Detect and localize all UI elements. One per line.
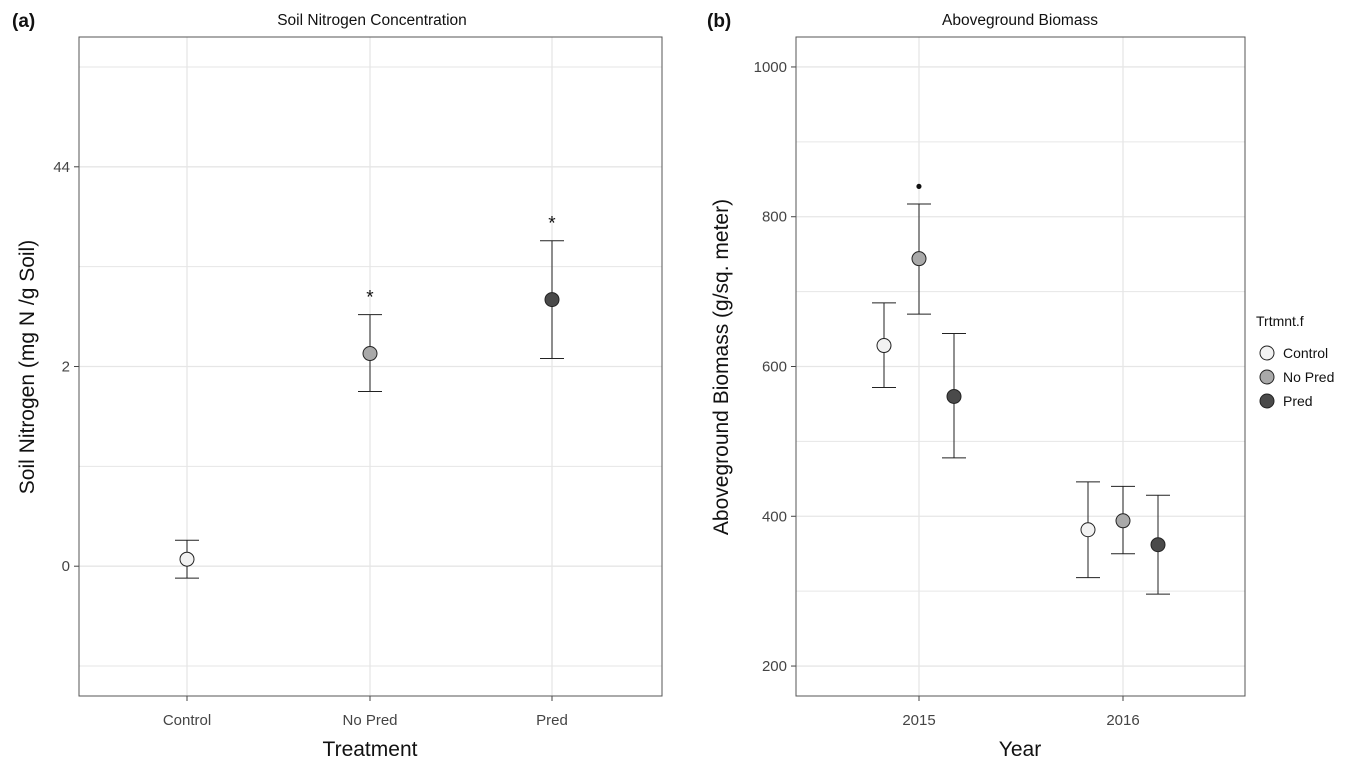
panel-a-x-tick-label: Pred [536, 712, 568, 729]
panel-b-y-tick-label: 600 [762, 359, 787, 376]
panel-b-x-axis-label: Year [999, 738, 1041, 761]
panel-b-y-tick-label: 800 [762, 209, 787, 226]
panel-b-control-2016-point [1080, 522, 1096, 538]
panel-b-y-tick-label: 200 [762, 658, 787, 675]
panel-a-y-tick-label: 44 [53, 159, 70, 176]
panel-a-y-tick-label: 0 [62, 558, 70, 575]
panel-b-x-tick-label: 2015 [902, 712, 935, 729]
panel-b-no-pred-2016-point [1115, 513, 1131, 529]
panel-a-letter: (a) [12, 11, 35, 32]
legend-key-control [1259, 345, 1275, 361]
panel-a-title: Soil Nitrogen Concentration [277, 12, 467, 29]
panel-b-pred-2016-point [1150, 537, 1166, 553]
panel-b-y-axis-label: Aboveground Biomass (g/sq. meter) [710, 199, 733, 535]
panel-a-y-axis-label: Soil Nitrogen (mg N /g Soil) [16, 240, 39, 494]
panel-b-letter: (b) [707, 11, 731, 32]
panel-b-x-tick-label: 2016 [1106, 712, 1139, 729]
panel-b-panel-border [795, 36, 1246, 697]
panel-a-pred-point [544, 292, 560, 308]
panel-b-y-tick-label: 400 [762, 508, 787, 525]
panel-a-x-tick-label: Control [163, 712, 211, 729]
panel-a-control-point [179, 551, 195, 567]
panel-b-y-tick-label: 1000 [754, 59, 787, 76]
panel-a-x-axis-label: Treatment [323, 738, 418, 761]
panel-b-no-pred-2015-point [911, 251, 927, 267]
legend-label-pred: Pred [1283, 393, 1313, 409]
panel-b-title: Aboveground Biomass [942, 12, 1098, 29]
panel-b-pred-2015-point [946, 388, 962, 404]
panel-b-control-2015-point [876, 338, 892, 354]
legend-label-no-pred: No Pred [1283, 369, 1334, 385]
panel-b-plot: 200 400 600 800 1000 2015 2016 • [754, 36, 1246, 729]
legend-key-pred [1259, 393, 1275, 409]
panel-b-no-pred-2015-significance-label: • [916, 177, 923, 198]
panel-a-no-pred-point [362, 346, 378, 362]
panel-a-plot: 0 2 44 Control No Pred Pred * * [53, 36, 663, 729]
panel-a-no-pred-significance-label: * [366, 288, 374, 309]
legend-title: Trtmnt.f [1256, 313, 1304, 329]
legend-key-no-pred [1259, 369, 1275, 385]
panel-a-panel-border [78, 36, 663, 697]
legend: Trtmnt.f Control No Pred Pred [1256, 313, 1334, 409]
panel-a-y-tick-label: 2 [62, 359, 70, 376]
legend-label-control: Control [1283, 345, 1328, 361]
panel-a-x-tick-label: No Pred [342, 712, 397, 729]
panel-a-pred-significance-label: * [548, 214, 556, 235]
